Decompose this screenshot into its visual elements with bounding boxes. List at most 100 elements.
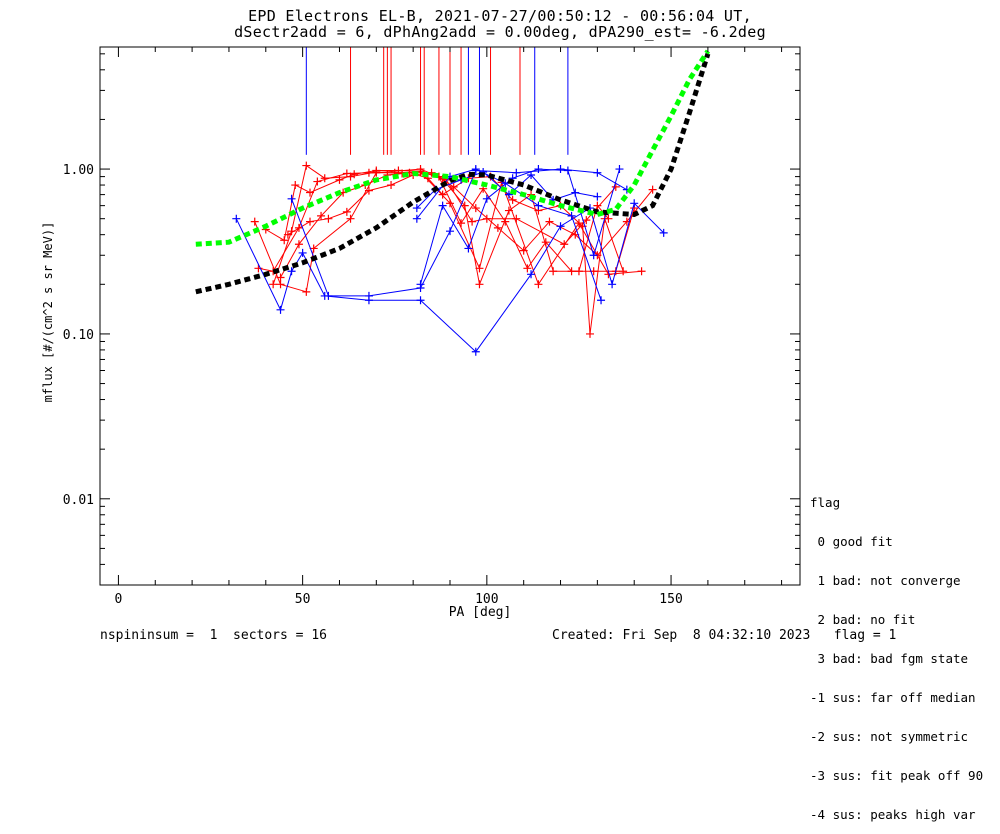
red-data-point	[306, 217, 314, 226]
red-data-point	[387, 181, 396, 190]
red-data-point	[313, 177, 322, 186]
blue-data-point	[597, 296, 606, 305]
black-fit-curve	[195, 53, 711, 295]
red-data-point	[519, 246, 528, 255]
chart-title-line-2: dSectr2add = 6, dPhAng2add = 0.00deg, dP…	[234, 23, 766, 41]
blue-data-point	[659, 228, 668, 237]
blue-data-point	[416, 280, 425, 289]
legend-item: -2 sus: not symmetric	[810, 729, 969, 744]
blue-data-point	[232, 214, 241, 223]
x-tick-label: 0	[115, 592, 123, 607]
red-data-point	[482, 214, 491, 223]
blue-data-point	[630, 199, 639, 208]
blue-data-point	[287, 267, 296, 276]
y-tick-label: 1.00	[63, 163, 94, 178]
red-data-point	[508, 195, 517, 204]
x-tick-label: 150	[659, 592, 682, 607]
red-data-point	[364, 186, 373, 195]
green-fit-curve	[195, 49, 710, 247]
legend-item: -4 sus: peaks high var	[810, 807, 976, 822]
red-data-point	[504, 206, 513, 215]
x-axis-label: PA [deg]	[448, 605, 512, 620]
y-tick-label: 0.10	[63, 328, 94, 343]
red-data-point	[471, 204, 480, 213]
red-data-point	[276, 273, 285, 282]
legend-item: -1 sus: far off median	[810, 690, 976, 705]
blue-data-point	[324, 291, 333, 300]
red-data-point	[468, 217, 477, 226]
blue-data-point	[556, 222, 565, 231]
blue-data-point	[608, 280, 617, 289]
red-data-point	[346, 172, 355, 181]
red-data-point	[302, 161, 311, 170]
red-data-point	[475, 280, 484, 289]
red-data-point	[317, 211, 326, 220]
red-data-point	[534, 280, 543, 289]
red-data-point	[280, 236, 289, 245]
blue-data-point	[593, 168, 602, 177]
footer-created-info: Created: Fri Sep 8 04:32:10 2023 flag = …	[552, 628, 897, 643]
red-data-point	[619, 267, 628, 276]
red-data-point	[545, 217, 554, 226]
blue-series-line	[235, 202, 665, 353]
red-data-point	[523, 264, 532, 273]
red-data-point	[493, 223, 502, 232]
x-tick-label: 50	[295, 592, 311, 607]
blue-data-point	[471, 347, 480, 356]
red-data-point	[541, 238, 550, 247]
red-data-point	[250, 217, 259, 226]
red-data-point	[320, 174, 329, 183]
chart-plot: 0 50 100 150 0.01 0.10 1.00	[63, 46, 801, 607]
red-data-point	[648, 185, 657, 194]
red-data-point	[567, 267, 576, 276]
blue-data-point	[571, 188, 580, 197]
red-data-point	[324, 214, 333, 223]
legend-item: 3 bad: bad fgm state	[810, 651, 969, 666]
legend-title: flag	[810, 495, 841, 510]
footer-sectors-info: nspininsum = 1 sectors = 16	[100, 628, 327, 643]
blue-data-point	[412, 204, 421, 213]
blue-data-point	[563, 166, 572, 175]
chart-axes-layer: 0 50 100 150 0.01 0.10 1.00	[63, 46, 801, 607]
blue-data-point	[589, 251, 598, 260]
plot-area	[195, 47, 711, 356]
red-data-point	[457, 219, 466, 228]
blue-data-point	[556, 165, 565, 174]
red-data-point	[611, 182, 620, 191]
blue-data-point	[504, 190, 513, 199]
red-data-point	[294, 240, 303, 249]
blue-data-point	[482, 194, 491, 203]
red-data-point	[269, 280, 278, 289]
red-data-point	[449, 182, 458, 191]
legend-item: -3 sus: fit peak off 90	[810, 768, 984, 783]
red-data-point	[549, 267, 558, 276]
blue-data-point	[593, 192, 602, 201]
blue-data-point	[464, 244, 473, 253]
legend-item: 2 bad: no fit	[810, 612, 916, 627]
red-data-point	[254, 264, 263, 273]
blue-data-point	[534, 165, 543, 174]
red-data-point	[582, 216, 591, 225]
red-data-point	[427, 168, 436, 177]
y-tick-label: 0.01	[63, 493, 94, 508]
red-data-point	[512, 214, 521, 223]
blue-data-point	[438, 201, 447, 210]
blue-data-point	[471, 165, 480, 174]
red-data-point	[501, 217, 510, 226]
blue-data-point	[615, 165, 624, 174]
red-data-point	[283, 230, 292, 239]
blue-data-point	[276, 305, 285, 314]
blue-data-point	[446, 227, 454, 236]
red-data-point	[291, 181, 300, 190]
blue-data-point	[412, 214, 421, 223]
blue-data-point	[416, 296, 425, 305]
red-data-point	[346, 214, 355, 223]
red-data-point	[309, 244, 318, 253]
chart-series-layer	[195, 47, 711, 356]
red-data-point	[302, 287, 311, 296]
blue-data-point	[298, 248, 307, 257]
blue-data-point	[567, 211, 576, 220]
blue-data-point	[512, 168, 521, 177]
red-data-point	[586, 329, 594, 338]
red-data-point	[342, 207, 351, 216]
